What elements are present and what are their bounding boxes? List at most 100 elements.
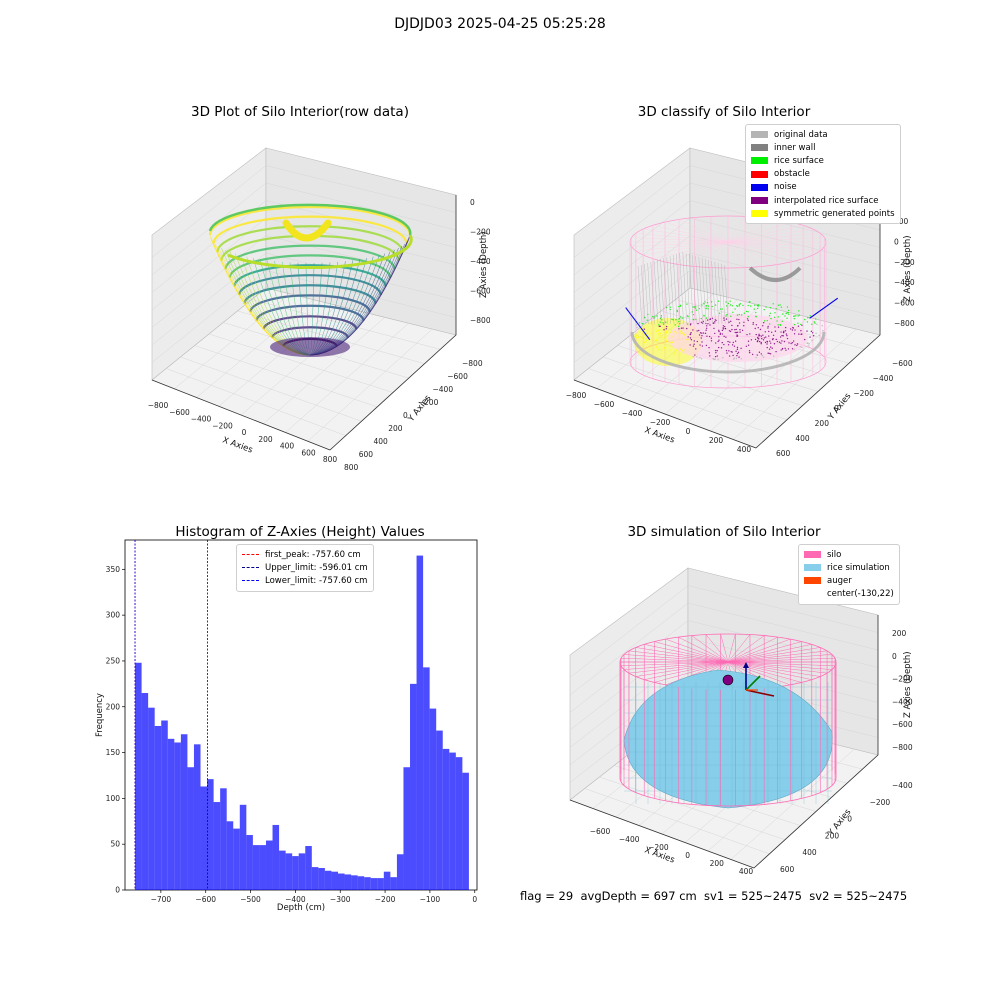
data-point [745,310,748,313]
grid-line [151,165,267,258]
data-point [666,340,668,342]
panel4-z-ticks: 200 0 −200 −400 −600 −800 [892,629,913,752]
tick-label: 600 [780,865,795,874]
data-point [807,316,809,319]
data-point [713,322,715,324]
tick-label: 200 [825,831,840,840]
legend-label: first_peak: -757.60 cm [265,549,361,560]
wall-point-column [708,259,713,325]
data-point [714,355,717,358]
silo-spoke [720,634,729,663]
data-point [793,348,795,351]
histogram-chart: −700 −600 −500 −400 −300 −200 −100 0 0 50 100 150 2… [95,539,478,913]
data-point [739,331,741,333]
data-point [728,321,730,323]
grid-line [151,235,267,328]
auger-arc [282,219,332,242]
data-point [686,327,688,330]
data-point [683,334,686,336]
data-point [680,327,683,329]
data-point [741,329,744,332]
auger-z-arrowhead [743,662,749,668]
x-tick-label: −200 [375,895,396,904]
tick-label: 0 [834,404,839,413]
data-point [754,304,756,306]
data-point [786,317,788,319]
data-point [700,358,703,360]
wall-arc [630,331,826,374]
data-point [690,338,693,341]
histogram-bar [246,835,253,890]
data-point [804,338,806,341]
data-point [717,346,720,349]
data-point [633,335,636,337]
tick-label: −600 [169,408,190,417]
data-point [666,331,668,334]
silo-spoke [727,221,792,243]
silo-spoke [727,635,765,663]
silo-spoke [678,241,729,265]
wall-point-column [695,255,700,325]
data-point [700,337,702,339]
data-point [755,324,758,326]
silo-spoke [643,228,729,243]
silo-spoke [628,661,729,674]
data-point [754,338,757,341]
data-point [718,339,720,341]
data-point [780,331,782,333]
data-point [636,332,639,334]
tick-label: 400 [795,434,810,443]
data-point [677,325,680,328]
data-point [689,337,692,339]
surface-ring-back [228,254,392,278]
histogram-bar [239,804,247,890]
data-point [646,319,648,321]
legend-label: inner wall [774,142,816,153]
data-point [758,351,761,353]
grid-line [687,620,879,668]
data-point [798,314,801,316]
data-point [718,336,720,338]
data-point [701,332,703,334]
data-point [762,339,765,341]
data-point [766,343,768,345]
grid-line [687,585,879,633]
histogram-bar [167,738,175,890]
data-point [704,332,707,335]
data-point [773,355,775,357]
silo-spoke [727,661,791,686]
data-point [668,349,671,352]
data-point [755,333,757,336]
histogram-bar [265,840,273,890]
tick-label: −400 [622,409,643,418]
data-point [782,331,785,333]
data-point [747,304,749,307]
surface-ring-back [243,284,377,304]
wall-point-column [721,263,726,325]
data-point [731,351,733,353]
data-point [767,352,769,354]
wall-point-column [714,261,719,325]
legend-swatch [751,144,768,152]
grid-line [687,637,879,686]
data-point [759,334,761,337]
data-point [761,337,763,340]
data-point [781,320,783,323]
data-point [679,330,681,333]
data-point [768,335,770,337]
wall-point-column [711,260,716,325]
histogram-bar [423,667,430,890]
data-point [707,323,709,325]
wall-point-column [679,252,684,325]
silo-spoke [727,216,746,243]
data-point [713,327,715,330]
data-point [752,321,754,324]
tick-label: 200 [892,629,907,638]
grid-line [151,182,267,276]
silo-spoke [691,635,729,663]
panel4-y-ticks: 600 400 200 0 −200−400 [780,781,913,874]
data-point [697,322,699,325]
data-point [769,340,771,342]
data-point [758,338,760,340]
panel2-y-ticks: 600 400 200 0 −200 −400 −600 [776,359,913,458]
